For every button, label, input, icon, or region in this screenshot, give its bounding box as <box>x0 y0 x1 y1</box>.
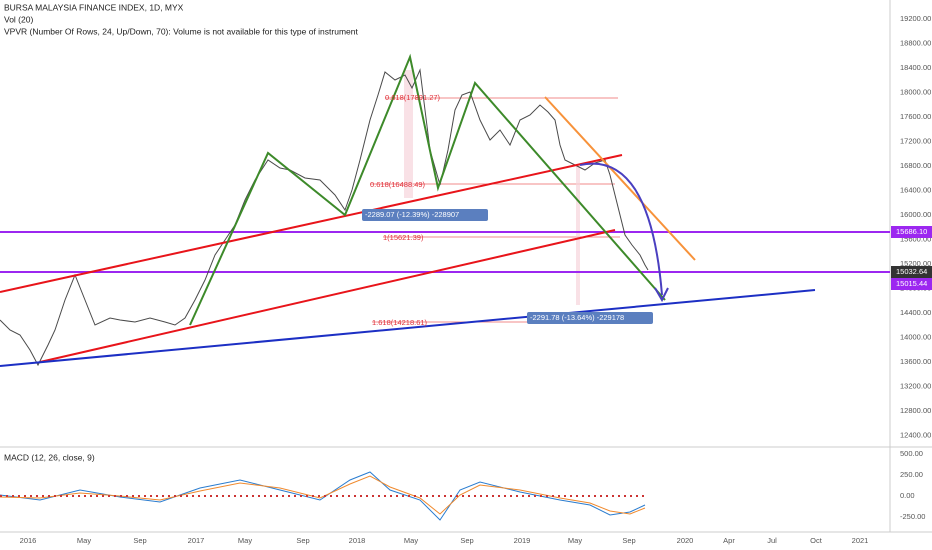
time-tick-label: 2016 <box>20 536 37 545</box>
price-tick-label: 12400.00 <box>900 430 931 439</box>
fib-label: 1(15621.39) <box>383 233 424 242</box>
channel-lower <box>39 229 616 363</box>
price-tick-label: 13200.00 <box>900 381 931 390</box>
time-tick-label: Sep <box>460 536 473 545</box>
macd-label: MACD (12, 26, close, 9) <box>4 452 95 462</box>
volume-label: Vol (20) <box>4 14 33 24</box>
price-tick-label: 16800.00 <box>900 161 931 170</box>
support-line <box>0 289 816 367</box>
price-tick-label: 17200.00 <box>900 136 931 145</box>
price-tick-label: 16400.00 <box>900 185 931 194</box>
price-tag-bg <box>891 266 932 278</box>
time-tick-label: Sep <box>622 536 635 545</box>
measure-box <box>527 312 653 324</box>
macd-tick-label: -250.00 <box>900 512 925 521</box>
time-tick-label: 2021 <box>852 536 869 545</box>
time-tick-label: 2017 <box>188 536 205 545</box>
price-tick-label: 19200.00 <box>900 14 931 23</box>
time-tick-label: 2020 <box>677 536 694 545</box>
macd-tick-label: 0.00 <box>900 491 915 500</box>
time-tick-label: 2019 <box>514 536 531 545</box>
macd-tick-label: 500.00 <box>900 449 923 458</box>
price-tick-label: 14000.00 <box>900 332 931 341</box>
price-tick-label: 17600.00 <box>900 112 931 121</box>
vpvr-label: VPVR (Number Of Rows, 24, Up/Down, 70): … <box>4 26 358 36</box>
channel-upper <box>0 154 623 293</box>
arc-arrow <box>654 287 669 303</box>
time-tick-label: May <box>77 536 91 545</box>
price-tick-label: 18000.00 <box>900 87 931 96</box>
fib-label: 0.618(16488.49) <box>370 180 426 189</box>
time-tick-label: 2018 <box>349 536 366 545</box>
price-tag-bg <box>891 226 932 238</box>
time-tick-label: Jul <box>767 536 777 545</box>
time-tick-label: May <box>238 536 252 545</box>
signal-line <box>0 475 646 515</box>
price-tick-label: 13600.00 <box>900 357 931 366</box>
price-tag: 15015.44 <box>896 279 927 288</box>
measure-label: -2289.07 (-12.39%) -228907 <box>365 210 459 219</box>
price-tick-label: 18800.00 <box>900 38 931 47</box>
measure-range <box>404 70 413 198</box>
zigzag <box>189 53 666 326</box>
title: BURSA MALAYSIA FINANCE INDEX, 1D, MYX <box>4 2 184 12</box>
time-tick-label: May <box>404 536 418 545</box>
time-tick-label: May <box>568 536 582 545</box>
time-tick-label: Oct <box>810 536 823 545</box>
fib-label: 1.618(14218.61) <box>372 318 428 327</box>
price-tick-label: 15200.00 <box>900 259 931 268</box>
price-tag: 15032.64 <box>896 267 927 276</box>
labels: BURSA MALAYSIA FINANCE INDEX, 1D, MYX Vo… <box>4 2 358 462</box>
fib-label: 0.618(17891.27) <box>385 93 441 102</box>
price-line <box>0 68 649 367</box>
price-tick-label: 16000.00 <box>900 210 931 219</box>
trend-line <box>544 96 696 261</box>
measure-label: -2291.78 (-13.64%) -229178 <box>530 313 624 322</box>
price-tag-bg <box>891 278 932 290</box>
time-tick-label: Sep <box>133 536 146 545</box>
measure-range <box>576 165 580 305</box>
time-tick-label: Sep <box>296 536 309 545</box>
measure-box <box>362 209 488 221</box>
price-tick-label: 15600.00 <box>900 234 931 243</box>
macd-tick-label: 250.00 <box>900 470 923 479</box>
projection-arc <box>579 162 663 296</box>
price-tick-label: 18400.00 <box>900 63 931 72</box>
time-tick-label: Apr <box>723 536 735 545</box>
price-tick-label: 14400.00 <box>900 308 931 317</box>
price-tick-label: 12800.00 <box>900 406 931 415</box>
price-tag: 15686.10 <box>896 227 927 236</box>
